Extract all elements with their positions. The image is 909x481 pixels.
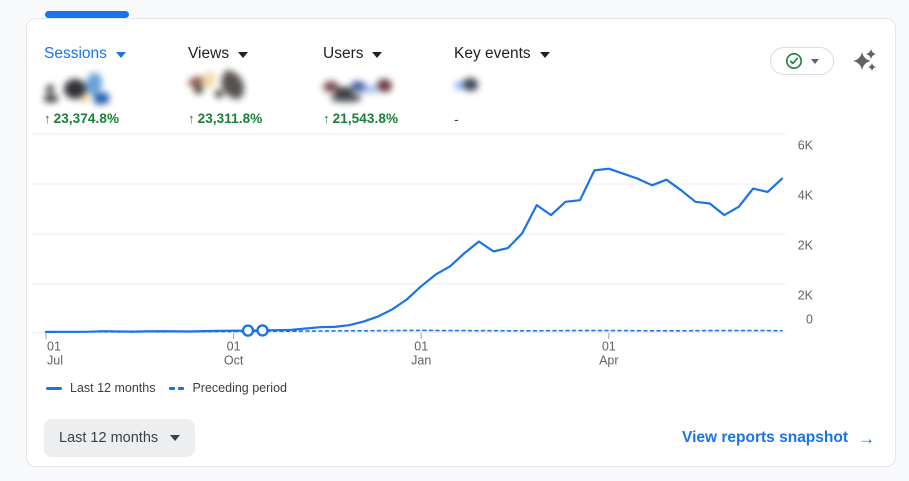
metric-label: Sessions xyxy=(44,45,107,62)
caret-down-icon xyxy=(238,52,249,58)
metric-tab-views[interactable]: Views ↑ 23,311.8% xyxy=(187,45,320,135)
data-point-marker xyxy=(256,324,269,337)
chart-legend: Last 12 months Preceding period xyxy=(46,381,287,395)
metric-label: Key events xyxy=(454,45,531,62)
metric-change-value: - xyxy=(454,111,459,127)
redacted-value xyxy=(453,71,544,105)
date-range-label: Last 12 months xyxy=(59,430,159,446)
up-arrow-icon: ↑ xyxy=(323,111,330,126)
view-reports-label: View reports snapshot xyxy=(682,429,848,446)
redacted-value xyxy=(44,70,134,105)
svg-text:01: 01 xyxy=(414,340,428,354)
sparkle-icon xyxy=(853,49,876,71)
check-circle-icon xyxy=(785,52,803,70)
metric-change-value: 23,374.8% xyxy=(53,111,120,126)
svg-text:6K: 6K xyxy=(798,139,814,153)
svg-text:01: 01 xyxy=(227,340,241,354)
metric-label-row: Key events xyxy=(454,45,586,63)
up-arrow-icon: ↑ xyxy=(188,111,195,126)
metric-tab-sessions[interactable]: Sessions ↑ 23,374.8% xyxy=(44,45,176,135)
view-reports-link[interactable]: View reports snapshot → xyxy=(682,429,875,447)
date-range-button[interactable]: Last 12 months xyxy=(44,419,195,457)
svg-text:2K: 2K xyxy=(798,289,814,303)
caret-down-icon xyxy=(170,435,180,441)
up-arrow-icon: ↑ xyxy=(44,111,51,126)
legend-label: Last 12 months xyxy=(70,381,156,395)
svg-text:01: 01 xyxy=(602,340,616,354)
series-solid xyxy=(44,167,784,333)
metric-label-row: Views xyxy=(188,45,320,63)
svg-text:0: 0 xyxy=(806,313,813,327)
metrics-card: Sessions ↑ 23,374.8% Views xyxy=(26,18,896,467)
svg-text:2K: 2K xyxy=(798,239,814,253)
metric-label-row: Users xyxy=(323,45,455,63)
caret-down-icon xyxy=(539,52,550,58)
metric-tab-users[interactable]: Users ↑ 21,543.8% xyxy=(322,45,455,135)
metric-change: - xyxy=(454,111,459,127)
svg-text:4K: 4K xyxy=(798,189,814,203)
svg-text:Oct: Oct xyxy=(224,354,244,368)
legend-item-current: Last 12 months xyxy=(46,381,155,395)
data-point-marker xyxy=(241,324,255,337)
caret-down-icon xyxy=(372,52,383,58)
svg-text:Apr: Apr xyxy=(599,354,618,368)
redacted-value xyxy=(187,68,278,105)
legend-item-preceding: Preceding period xyxy=(169,381,287,395)
metric-label: Views xyxy=(188,45,230,62)
insights-sparkle-button[interactable] xyxy=(849,47,879,75)
active-tab-indicator xyxy=(45,11,129,18)
legend-label: Preceding period xyxy=(192,381,287,395)
caret-down-icon xyxy=(115,52,126,58)
caret-down-icon xyxy=(811,58,819,64)
metric-label-row: Sessions xyxy=(44,45,176,63)
right-arrow-icon: → xyxy=(858,428,875,448)
svg-text:01: 01 xyxy=(47,340,61,354)
solid-line-swatch-icon xyxy=(46,386,62,390)
svg-text:Jan: Jan xyxy=(411,354,431,368)
metric-tab-key-events[interactable]: Key events - xyxy=(453,45,586,135)
metric-change-value: 23,311.8% xyxy=(197,111,263,126)
data-quality-button[interactable] xyxy=(770,47,834,75)
dashed-line-swatch-icon xyxy=(169,386,185,390)
metric-label: Users xyxy=(323,45,364,62)
metric-change: ↑ 21,543.8% xyxy=(323,111,398,126)
metric-change-value: 21,543.8% xyxy=(332,111,399,126)
metric-change: ↑ 23,374.8% xyxy=(44,111,119,126)
svg-text:Jul: Jul xyxy=(47,354,63,368)
metric-change: ↑ 23,311.8% xyxy=(188,111,262,126)
redacted-value xyxy=(322,71,413,105)
